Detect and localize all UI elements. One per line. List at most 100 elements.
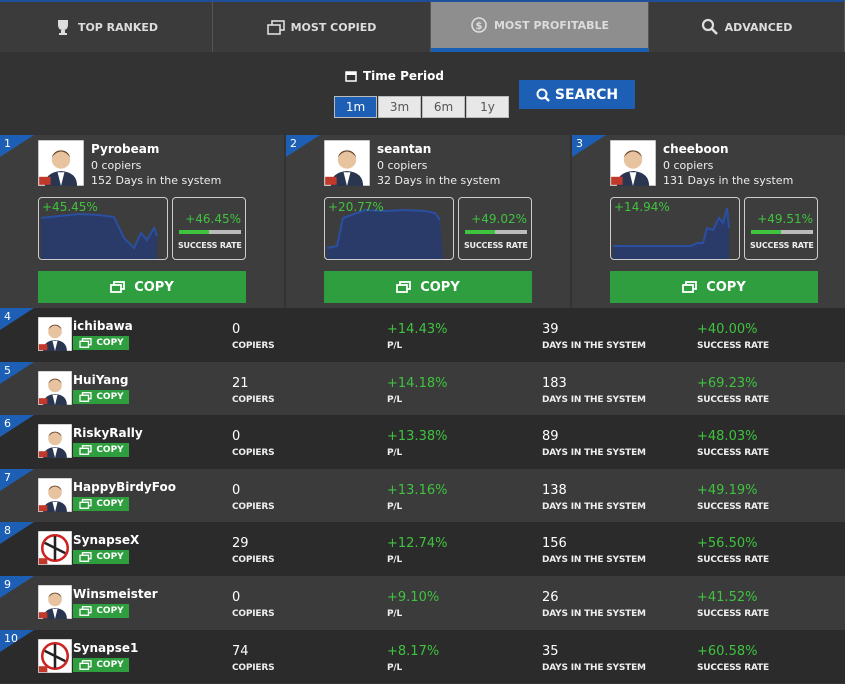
rank: 9 bbox=[4, 578, 11, 591]
top-card: 3 cheeboon 0 copiers 131 Days in the system… bbox=[572, 135, 845, 308]
pl-chart: +45.45% bbox=[38, 197, 168, 260]
pl-value: +9.10% bbox=[387, 590, 440, 605]
rank-badge bbox=[0, 522, 34, 545]
days-label: DAYS IN THE SYSTEM bbox=[542, 662, 646, 673]
success-value: +48.03% bbox=[697, 429, 758, 445]
copiers-value: 0 bbox=[232, 590, 241, 605]
days-value: 138 bbox=[542, 482, 567, 498]
copy-button[interactable]: COPY bbox=[73, 336, 129, 350]
copiers-label: COPIERS bbox=[232, 662, 275, 673]
days-value: 26 bbox=[542, 590, 559, 605]
tab[interactable]: ADVANCED bbox=[649, 0, 845, 52]
copy-button[interactable]: COPY bbox=[324, 271, 532, 303]
search-label: SEARCH bbox=[554, 86, 619, 103]
days-value: 89 bbox=[542, 429, 559, 445]
success-value: +41.52% bbox=[697, 590, 758, 605]
period-button[interactable]: 6m bbox=[422, 96, 465, 118]
pl-label: P/L bbox=[387, 662, 403, 673]
tab[interactable]: TOP RANKED bbox=[0, 0, 213, 52]
copy-button[interactable]: COPY bbox=[610, 271, 818, 303]
rank: 5 bbox=[4, 363, 11, 377]
success-value: +46.45% bbox=[185, 212, 241, 226]
days: 32 Days in the system bbox=[377, 174, 501, 187]
days-label: DAYS IN THE SYSTEM bbox=[542, 394, 646, 405]
copiers-value: 0 bbox=[232, 429, 241, 445]
avatar bbox=[38, 585, 72, 619]
copy-label: COPY bbox=[706, 279, 746, 295]
tab-label: TOP RANKED bbox=[77, 20, 159, 34]
period-button[interactable]: 1y bbox=[466, 96, 509, 118]
tab-icon: $ bbox=[471, 17, 487, 33]
pl-value: +13.38% bbox=[387, 429, 448, 445]
copy-button[interactable]: COPY bbox=[73, 443, 129, 458]
pl-label: P/L bbox=[387, 394, 403, 405]
success-label: SUCCESS RATE bbox=[697, 448, 769, 459]
success-label: SUCCESS RATE bbox=[697, 341, 769, 351]
copy-button[interactable]: COPY bbox=[38, 271, 246, 303]
copiers-label: COPIERS bbox=[232, 555, 275, 566]
copy-icon bbox=[110, 280, 126, 293]
copy-label: COPY bbox=[96, 659, 124, 670]
copiers: 0 copiers bbox=[663, 159, 714, 172]
days-label: DAYS IN THE SYSTEM bbox=[542, 448, 646, 459]
trader-row: 9 Winsmeister COPY 0 COPIERS +9.10% P/L 26 DAYS … bbox=[0, 576, 845, 630]
pl-value: +20.77% bbox=[328, 200, 384, 214]
copy-label: COPY bbox=[96, 391, 124, 402]
success-box: +49.02% SUCCESS RATE bbox=[458, 197, 532, 260]
pl-value: +14.94% bbox=[614, 200, 670, 214]
success-value: +49.51% bbox=[757, 212, 813, 226]
rank: 8 bbox=[4, 524, 11, 538]
copiers-label: COPIERS bbox=[232, 609, 275, 619]
copy-button[interactable]: COPY bbox=[73, 550, 129, 565]
success-value: +69.23% bbox=[697, 375, 758, 391]
avatar bbox=[38, 424, 72, 459]
days-label: DAYS IN THE SYSTEM bbox=[542, 501, 646, 512]
rank: 3 bbox=[576, 137, 583, 150]
success-label: SUCCESS RATE bbox=[464, 241, 528, 250]
days: 131 Days in the system bbox=[663, 174, 794, 187]
pl-value: +14.18% bbox=[387, 375, 448, 391]
sparkline bbox=[326, 208, 443, 259]
rank-badge bbox=[286, 135, 320, 157]
search-button[interactable]: SEARCH bbox=[519, 80, 635, 109]
copy-button[interactable]: COPY bbox=[73, 657, 129, 672]
rank-badge bbox=[0, 415, 34, 438]
success-label: SUCCESS RATE bbox=[697, 501, 769, 512]
rank-badge bbox=[0, 308, 34, 330]
rank: 1 bbox=[4, 137, 11, 150]
tab-icon bbox=[266, 20, 285, 35]
success-value: +60.58% bbox=[697, 643, 758, 659]
success-label: SUCCESS RATE bbox=[697, 394, 769, 405]
tab[interactable]: MOST COPIED bbox=[213, 0, 431, 52]
copy-button[interactable]: COPY bbox=[73, 496, 129, 511]
success-bar bbox=[465, 230, 527, 234]
tab-icon bbox=[701, 18, 718, 35]
copy-icon bbox=[79, 391, 93, 402]
avatar bbox=[38, 317, 72, 351]
copy-button[interactable]: COPY bbox=[73, 604, 129, 618]
copy-icon bbox=[682, 280, 698, 293]
period-button[interactable]: 1m bbox=[334, 96, 377, 118]
tab-label: MOST PROFITABLE bbox=[493, 18, 610, 32]
pl-label: P/L bbox=[387, 501, 403, 512]
tab[interactable]: $ MOST PROFITABLE bbox=[431, 0, 649, 52]
trader-row: 5 HuiYang COPY 21 COPIERS +14.18% P/L 183 DAYS I… bbox=[0, 361, 845, 416]
success-label: SUCCESS RATE bbox=[697, 609, 769, 619]
copy-icon bbox=[79, 498, 93, 509]
success-value: +56.50% bbox=[697, 536, 758, 552]
rank-badge bbox=[572, 135, 606, 157]
pl-value: +8.17% bbox=[387, 643, 440, 659]
rank-badge bbox=[0, 629, 34, 652]
pl-chart: +14.94% bbox=[610, 197, 740, 260]
avatar bbox=[38, 531, 72, 566]
period-button[interactable]: 3m bbox=[378, 96, 421, 118]
trader-name: HuiYang bbox=[73, 372, 129, 387]
copy-label: COPY bbox=[96, 498, 124, 509]
pl-value: +45.45% bbox=[42, 200, 98, 214]
copy-button[interactable]: COPY bbox=[73, 389, 129, 404]
trader-name: Pyrobeam bbox=[91, 142, 160, 156]
days-value: 183 bbox=[542, 375, 567, 391]
avatar bbox=[38, 638, 72, 673]
success-value: +40.00% bbox=[697, 322, 758, 337]
